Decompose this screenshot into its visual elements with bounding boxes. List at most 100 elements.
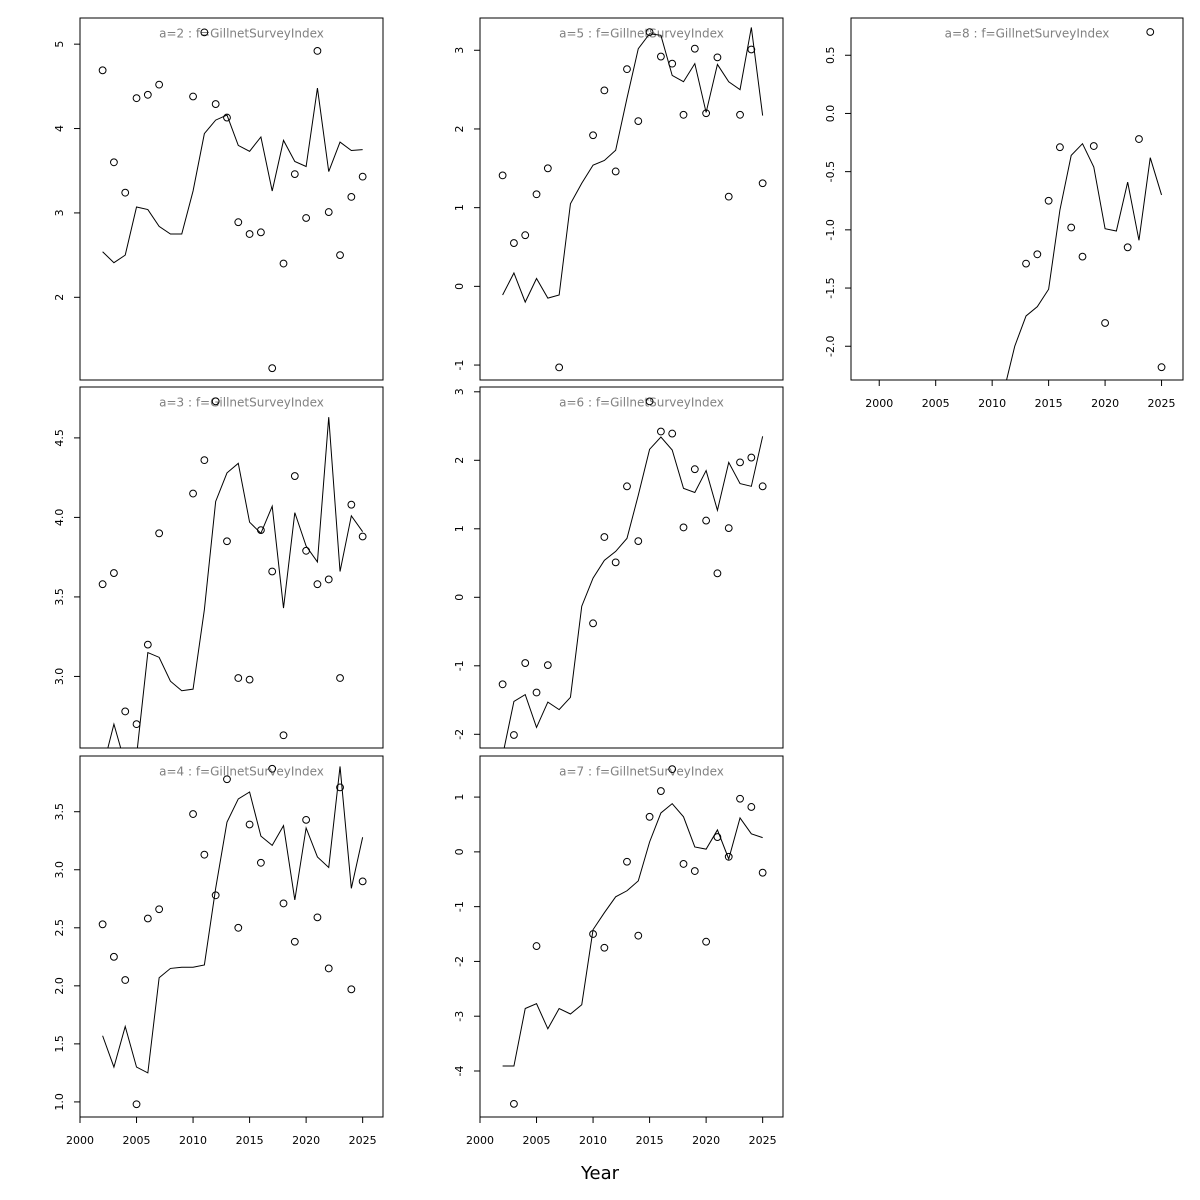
plot-frame — [479, 386, 784, 749]
x-tick-label: 2010 — [978, 397, 1006, 410]
data-point — [679, 110, 688, 119]
data-point — [98, 920, 107, 929]
y-tick-label: 2 — [453, 125, 466, 132]
data-point — [245, 230, 254, 238]
data-point — [600, 86, 609, 95]
panel: a=8 : f=GillnetSurveyIndex -2.0 -1.5 -1.0 -0… — [824, 17, 1184, 410]
data-point — [155, 80, 164, 89]
panel-title: a=2 : f=GillnetSurveyIndex — [159, 27, 324, 41]
data-point — [679, 860, 688, 868]
data-point — [98, 580, 107, 589]
data-point — [498, 171, 507, 180]
x-tick-label: 2015 — [1035, 397, 1063, 410]
data-point — [589, 619, 597, 628]
data-point — [600, 943, 609, 952]
panel-title: a=5 : f=GillnetSurveyIndex — [559, 27, 724, 41]
data-point — [521, 659, 530, 667]
data-point — [532, 688, 541, 697]
y-tick-label: 0.0 — [824, 105, 837, 123]
data-point — [200, 850, 209, 859]
data-point — [623, 65, 631, 74]
data-point — [532, 190, 541, 199]
y-tick-label: 4.0 — [53, 509, 66, 527]
x-tick-label: 2025 — [749, 1134, 777, 1147]
data-point — [656, 52, 665, 61]
y-tick-label: -2 — [453, 729, 466, 740]
y-tick-label: -1 — [453, 901, 466, 912]
data-point — [313, 580, 322, 589]
y-tick-label: -2 — [453, 956, 466, 967]
panel-title: a=6 : f=GillnetSurveyIndex — [559, 396, 724, 410]
x-tick-label: 2025 — [349, 1134, 377, 1147]
data-point — [189, 489, 197, 498]
fitted-line — [1006, 142, 1163, 380]
data-point — [713, 569, 722, 578]
data-point — [189, 92, 197, 101]
data-point — [200, 28, 209, 37]
fitted-line — [102, 87, 363, 264]
data-point — [645, 397, 654, 406]
panel: a=5 : f=GillnetSurveyIndex -1 0 1 2 3 — [453, 17, 784, 381]
data-point — [302, 546, 311, 555]
x-tick-label: 2005 — [123, 1134, 151, 1147]
data-point — [645, 812, 654, 821]
data-point — [634, 117, 643, 125]
y-tick-label: 1 — [453, 204, 466, 211]
y-tick-label: 1 — [453, 525, 466, 532]
x-tick-label: 2000 — [66, 1134, 94, 1147]
data-point — [1056, 143, 1064, 152]
data-point — [110, 569, 118, 577]
data-point — [679, 523, 688, 532]
data-point — [656, 787, 665, 795]
data-point — [611, 167, 620, 176]
fitted-line — [502, 802, 763, 1067]
y-tick-label: 3 — [453, 47, 466, 54]
x-tick-label: 2000 — [865, 397, 893, 410]
data-point — [121, 188, 130, 197]
data-point — [143, 914, 152, 923]
data-point — [690, 44, 699, 53]
x-tick-label: 2015 — [636, 1134, 664, 1147]
data-point — [336, 251, 344, 260]
data-point — [279, 899, 288, 908]
y-tick-label: 3.5 — [53, 588, 66, 606]
data-point — [498, 680, 507, 689]
data-point — [600, 533, 609, 541]
data-point — [1089, 142, 1098, 150]
panel: a=4 : f=GillnetSurveyIndex 1.0 1.5 2.0 2.5 3.… — [53, 755, 384, 1147]
data-point — [279, 259, 288, 268]
data-point — [1067, 223, 1076, 232]
data-point — [110, 158, 118, 167]
plot-frame — [79, 17, 384, 381]
data-point — [758, 868, 767, 877]
data-point — [1022, 259, 1030, 268]
data-point — [1078, 252, 1087, 261]
y-tick-label: -4 — [453, 1066, 466, 1077]
data-point — [143, 90, 152, 99]
data-point — [256, 858, 265, 867]
y-tick-label: 5 — [53, 41, 66, 48]
data-point — [702, 516, 711, 525]
y-tick-label: -1 — [453, 660, 466, 671]
data-point — [589, 131, 597, 140]
data-point — [358, 877, 367, 886]
data-point — [747, 803, 756, 811]
data-point — [623, 857, 631, 866]
data-point — [358, 172, 367, 181]
y-tick-label: 0 — [453, 283, 466, 290]
y-tick-label: 2.5 — [53, 919, 66, 937]
panel: a=3 : f=GillnetSurveyIndex 3.0 3.5 4.0 4.5 — [53, 386, 384, 749]
data-point — [245, 675, 254, 684]
data-point — [724, 192, 733, 201]
data-point — [347, 500, 356, 509]
x-tick-label: 2015 — [236, 1134, 264, 1147]
data-point — [200, 456, 209, 465]
data-point — [121, 707, 130, 716]
y-tick-label: 3 — [453, 388, 466, 395]
data-point — [1033, 250, 1042, 259]
data-point — [758, 482, 767, 491]
data-point — [690, 465, 699, 474]
y-tick-label: 3.0 — [53, 861, 66, 879]
